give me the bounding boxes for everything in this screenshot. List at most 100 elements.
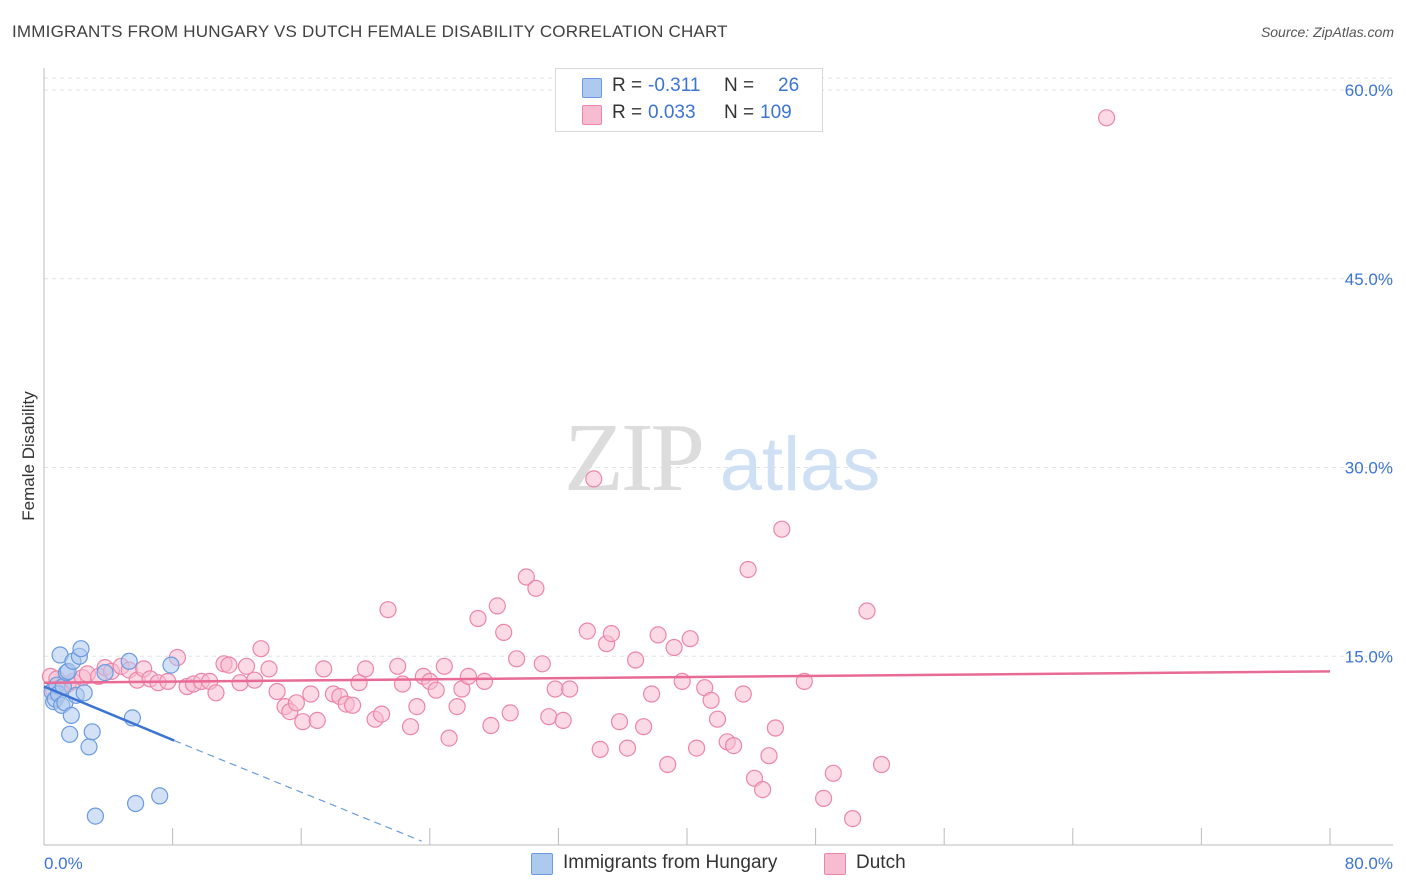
- dutch-point: [760, 747, 778, 765]
- hungary-point: [80, 738, 98, 756]
- dutch-point: [207, 684, 225, 702]
- dutch-point: [344, 696, 362, 714]
- dutch-point: [533, 655, 551, 673]
- legend-n-label: N =: [724, 75, 755, 96]
- dutch-point: [517, 568, 535, 586]
- dutch-point: [591, 740, 609, 759]
- dutch-point: [527, 579, 545, 597]
- source-label: Source: ZipAtlas.com: [1260, 24, 1394, 40]
- dutch-point: [554, 711, 572, 730]
- dutch-point: [649, 626, 667, 644]
- dutch-point: [507, 650, 526, 668]
- dutch-point: [308, 711, 326, 730]
- dutch-point: [495, 623, 513, 642]
- legend-r-label: R =: [612, 75, 643, 96]
- dutch-point: [427, 681, 445, 699]
- correlation-legend: R = -0.311 N = 26 R = 0.033 N = 109: [555, 68, 823, 132]
- dutch-point: [795, 672, 813, 691]
- dutch-point: [843, 809, 862, 828]
- hungary-trend-line: [43, 685, 175, 742]
- dutch-point: [373, 705, 391, 723]
- hungary-point: [83, 723, 101, 741]
- hungary-point: [86, 807, 105, 825]
- legend-swatch-hungary: [582, 78, 602, 98]
- dutch-point: [773, 520, 791, 538]
- x-tick-label-max: 80.0%: [1345, 854, 1393, 873]
- dutch-point: [681, 630, 699, 648]
- watermark: ZIP atlas: [564, 404, 880, 512]
- dutch-point: [356, 660, 375, 678]
- dutch-point: [1097, 109, 1116, 127]
- dutch-point: [540, 708, 558, 726]
- dutch-point: [260, 660, 278, 678]
- dutch-trend-line: [43, 670, 1331, 684]
- dutch-point: [724, 736, 743, 755]
- dutch-point: [665, 638, 683, 657]
- dutch-point: [546, 680, 564, 698]
- dutch-point: [702, 691, 720, 709]
- dutch-point: [315, 660, 333, 678]
- legend-r-label: R =: [612, 102, 643, 123]
- dutch-point: [408, 697, 426, 716]
- dutch-point: [610, 713, 629, 731]
- dutch-point: [585, 470, 603, 488]
- hungary-point: [96, 663, 114, 682]
- legend-n-label: N =: [724, 102, 755, 123]
- dutch-point: [237, 657, 256, 675]
- y-axis-label: Female Disability: [19, 391, 38, 521]
- dutch-point: [220, 656, 238, 674]
- watermark-zip: ZIP: [564, 404, 702, 512]
- dutch-point: [642, 685, 661, 703]
- dutch-point: [753, 780, 772, 799]
- dutch-point: [488, 597, 506, 615]
- gridlines: [44, 77, 1393, 657]
- dutch-point: [469, 609, 487, 628]
- hungary-point: [75, 684, 93, 702]
- hungary-point: [62, 706, 80, 725]
- legend-swatch-dutch: [582, 105, 602, 125]
- dutch-point: [501, 704, 519, 722]
- hungary-trend-extension: [173, 740, 422, 842]
- dutch-point: [814, 789, 833, 808]
- dutch-point: [459, 667, 477, 686]
- dutch-point: [287, 694, 305, 712]
- dutch-point: [824, 764, 842, 782]
- dutch-point: [626, 651, 645, 669]
- dutch-point: [482, 716, 500, 735]
- legend-n-value: 26: [778, 75, 800, 96]
- x-tick-label-min: 0.0%: [44, 854, 83, 873]
- y-tick-label: 45.0%: [1345, 270, 1393, 289]
- dutch-point: [872, 755, 891, 774]
- dutch-point: [734, 685, 752, 703]
- dutch-point: [687, 739, 706, 757]
- dutch-point: [739, 560, 757, 579]
- bottom-legend-label-dutch: Dutch: [856, 852, 906, 873]
- dutch-point: [401, 718, 420, 736]
- dutch-point: [561, 680, 579, 698]
- hungary-point: [127, 794, 145, 813]
- axes: [43, 68, 1393, 846]
- dutch-point: [294, 713, 312, 731]
- dutch-point: [618, 739, 637, 757]
- dutch-point: [302, 685, 320, 703]
- dutch-point: [231, 674, 249, 692]
- dutch-point: [440, 729, 458, 747]
- bottom-legend-swatch-hungary: [531, 853, 553, 875]
- legend-r-value: 0.033: [648, 102, 696, 123]
- y-tick-label: 30.0%: [1345, 459, 1393, 478]
- legend-n-value: 109: [760, 102, 792, 123]
- dutch-point: [634, 718, 653, 736]
- chart-title: IMMIGRANTS FROM HUNGARY VS DUTCH FEMALE …: [12, 22, 728, 41]
- y-tick-labels: 15.0% 30.0% 45.0% 60.0%: [1345, 81, 1393, 666]
- bottom-legend-label-hungary: Immigrants from Hungary: [563, 852, 778, 873]
- hungary-point: [151, 787, 169, 805]
- hungary-point: [120, 652, 138, 670]
- dutch-point: [858, 602, 876, 620]
- dutch-point: [252, 640, 270, 658]
- dutch-point: [435, 657, 453, 675]
- hungary-point: [61, 725, 79, 743]
- y-tick-label: 15.0%: [1345, 647, 1393, 666]
- dutch-point: [268, 682, 286, 701]
- watermark-atlas: atlas: [720, 422, 881, 507]
